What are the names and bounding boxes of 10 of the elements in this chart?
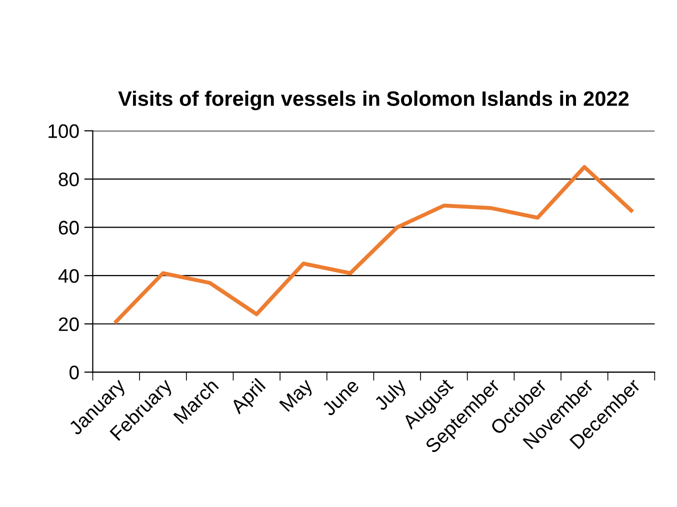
y-tick-label: 100 [48,124,79,138]
line-series [114,165,634,324]
y-tick-label: 0 [70,366,79,380]
x-tick-label: May [279,378,316,415]
y-tick-label: 80 [58,172,79,186]
y-tick-label: 20 [58,317,79,332]
chart-title: Visits of foreign vessels in Solomon Islands in 2022 [118,90,629,110]
y-tick-label: 40 [58,269,79,283]
x-tick-label: July [372,377,410,414]
y-tick-label: 60 [58,220,79,235]
